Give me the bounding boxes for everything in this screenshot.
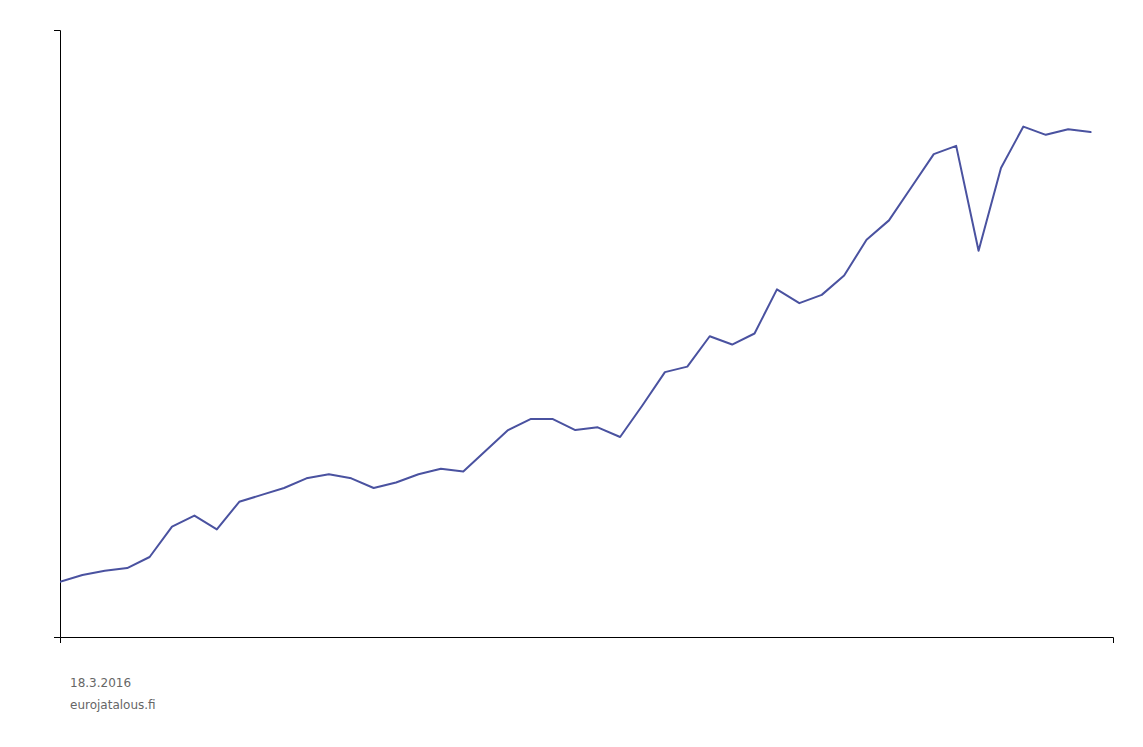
- line: [60, 127, 1091, 582]
- chart: 18.3.2016 eurojatalous.fi: [0, 0, 1143, 747]
- annotation: eurojatalous.fi: [70, 698, 156, 712]
- x-axis: [61, 638, 1114, 644]
- annotations: 18.3.2016 eurojatalous.fi: [70, 676, 156, 712]
- x-axis-line: [61, 638, 1114, 644]
- y-axis-line: [54, 31, 61, 638]
- annotation: 18.3.2016: [70, 676, 131, 690]
- marks: [60, 127, 1091, 582]
- plot: [54, 31, 1114, 644]
- y-axis: [54, 31, 61, 638]
